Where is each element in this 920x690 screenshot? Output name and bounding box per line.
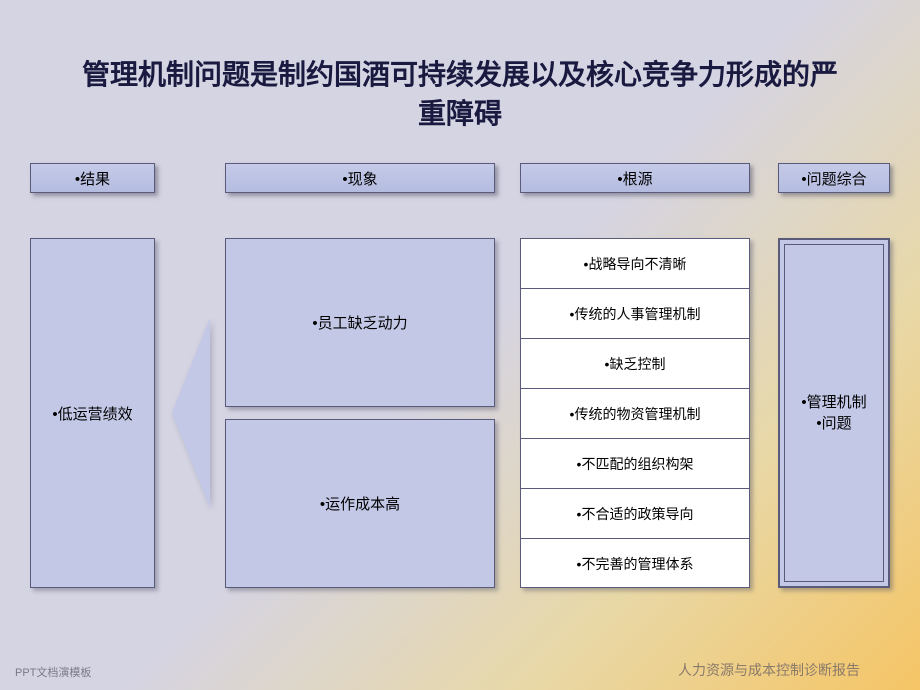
header-result: •结果 bbox=[30, 163, 155, 193]
phenomenon-box-bottom: •运作成本高 bbox=[225, 419, 495, 588]
footer-left: PPT文档演模板 bbox=[15, 664, 91, 680]
diagram-container: •结果 •现象 •根源 •问题综合 •低运营绩效 •员工缺乏动力 •运作成本高 … bbox=[0, 163, 920, 643]
root-item: •传统的人事管理机制 bbox=[521, 289, 749, 339]
page-title: 管理机制问题是制约国酒可持续发展以及核心竞争力形成的严重障碍 bbox=[0, 0, 920, 163]
root-item: •不合适的政策导向 bbox=[521, 489, 749, 539]
root-item: •不匹配的组织构架 bbox=[521, 439, 749, 489]
header-phenomenon: •现象 bbox=[225, 163, 495, 193]
header-summary: •问题综合 bbox=[778, 163, 890, 193]
root-item: •战略导向不清晰 bbox=[521, 239, 749, 289]
summary-line2: •问题 bbox=[816, 413, 851, 434]
phenomenon-box-top: •员工缺乏动力 bbox=[225, 238, 495, 407]
root-list: •战略导向不清晰 •传统的人事管理机制 •缺乏控制 •传统的物资管理机制 •不匹… bbox=[520, 238, 750, 588]
root-item: •不完善的管理体系 bbox=[521, 539, 749, 589]
summary-box: •管理机制 •问题 bbox=[778, 238, 890, 588]
header-root: •根源 bbox=[520, 163, 750, 193]
arrow-icon bbox=[172, 318, 210, 508]
root-item: •缺乏控制 bbox=[521, 339, 749, 389]
footer-right: 人力资源与成本控制诊断报告 bbox=[678, 660, 860, 680]
summary-line1: •管理机制 bbox=[801, 392, 866, 413]
result-box: •低运营绩效 bbox=[30, 238, 155, 588]
summary-inner: •管理机制 •问题 bbox=[784, 244, 884, 582]
root-item: •传统的物资管理机制 bbox=[521, 389, 749, 439]
